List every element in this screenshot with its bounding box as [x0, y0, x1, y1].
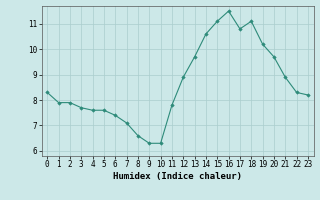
- X-axis label: Humidex (Indice chaleur): Humidex (Indice chaleur): [113, 172, 242, 181]
